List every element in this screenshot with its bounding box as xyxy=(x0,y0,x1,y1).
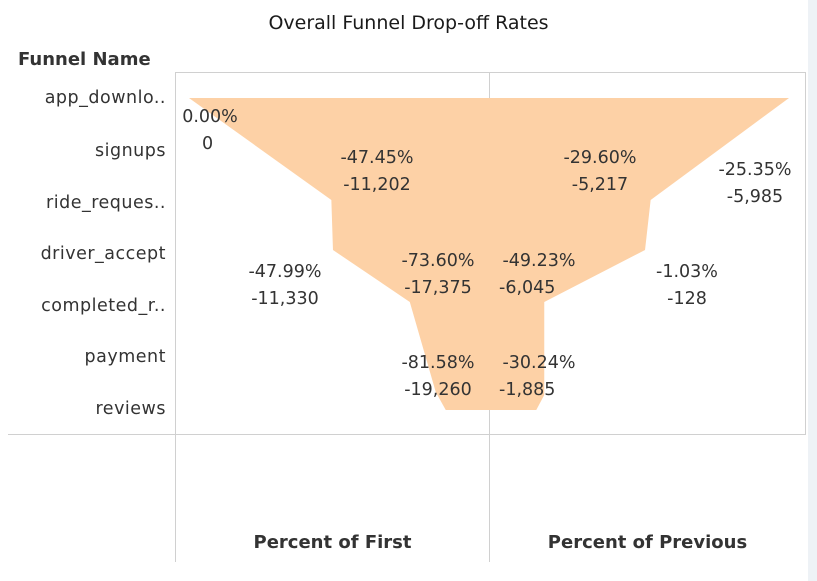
data-label-stage2-first: -47.45% -11,202 xyxy=(322,145,432,199)
data-label-stage2-prev: -29.60% -5,217 xyxy=(545,145,655,199)
data-label-stage4b-prev: -1.03% -128 xyxy=(632,259,742,313)
row-header: Funnel Name xyxy=(18,49,151,70)
row-label-reviews: reviews xyxy=(95,399,166,419)
data-label-count: -5,985 xyxy=(726,187,784,207)
data-label-pct: -47.99% xyxy=(248,262,322,282)
data-label-stage4-prev: -49.23% -6,045 xyxy=(489,248,589,302)
row-label-payment: payment xyxy=(84,347,166,367)
data-label-pct: -81.58% xyxy=(401,353,475,373)
data-label-stage4-first: -73.60% -17,375 xyxy=(386,248,490,302)
chart-title: Overall Funnel Drop-off Rates xyxy=(268,12,549,34)
data-label-count: -11,330 xyxy=(251,289,319,309)
column-label-percent-of-first: Percent of First xyxy=(253,532,412,553)
window-edge xyxy=(808,0,817,581)
data-label-stage3-prev: -25.35% -5,985 xyxy=(700,157,810,211)
row-label-ride-requests: ride_reques.. xyxy=(46,193,166,213)
data-label-pct: -47.45% xyxy=(340,148,414,168)
data-label-pct: -25.35% xyxy=(718,160,792,180)
data-label-stage3-first: -47.99% -11,330 xyxy=(230,259,340,313)
data-label-count: -19,260 xyxy=(404,380,472,400)
data-label-pct: 0.00% xyxy=(182,107,238,127)
grid-bottom-line xyxy=(8,434,806,435)
grid-top-line xyxy=(175,72,806,73)
data-label-stage5-prev: -30.24% -1,885 xyxy=(489,350,589,404)
data-label-count: -128 xyxy=(667,289,707,309)
data-label-count: -17,375 xyxy=(404,278,472,298)
data-label-stage5-first: -81.58% -19,260 xyxy=(386,350,490,404)
data-label-count: -5,217 xyxy=(571,175,629,195)
data-label-stage1: 0.00% 0 xyxy=(172,104,248,158)
row-label-completed-rides: completed_r.. xyxy=(41,296,166,316)
row-label-driver-accept: driver_accept xyxy=(40,244,166,264)
data-label-pct: -49.23% xyxy=(502,251,576,271)
data-label-pct: -30.24% xyxy=(502,353,576,373)
data-label-pct: -29.60% xyxy=(563,148,637,168)
data-label-pct: -73.60% xyxy=(401,251,475,271)
data-label-count: -1,885 xyxy=(499,380,556,400)
data-label-count: -11,202 xyxy=(343,175,411,195)
row-label-app-download: app_downlo.. xyxy=(44,88,166,108)
data-label-count: 0 xyxy=(202,134,214,154)
funnel-shape xyxy=(189,98,789,410)
data-label-pct: -1.03% xyxy=(656,262,718,282)
column-label-percent-of-previous: Percent of Previous xyxy=(547,532,748,553)
grid-right-line xyxy=(805,72,806,434)
row-label-signups: signups xyxy=(95,141,166,161)
grid-left-line xyxy=(175,72,176,562)
data-label-count: -6,045 xyxy=(499,278,556,298)
